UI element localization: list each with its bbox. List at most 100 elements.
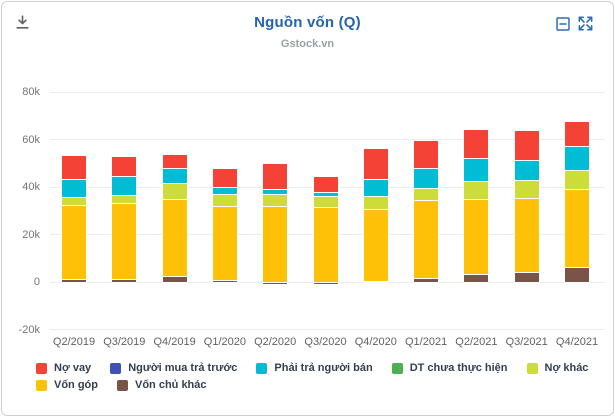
legend-label: Nợ khác — [544, 362, 589, 374]
legend-label: DT chưa thực hiện — [409, 362, 508, 374]
bar-segment[interactable] — [514, 180, 539, 198]
download-button[interactable] — [14, 14, 31, 31]
bar-segment[interactable] — [112, 157, 137, 177]
bar-segment[interactable] — [212, 168, 237, 188]
bar-segment[interactable] — [162, 154, 187, 168]
legend-label: Vốn chủ khác — [135, 379, 207, 391]
bar-segment[interactable] — [313, 192, 338, 197]
bar-segment[interactable] — [514, 197, 539, 273]
bar-segment[interactable] — [414, 141, 439, 168]
bar-segment[interactable] — [363, 178, 388, 197]
collapse-icon — [556, 17, 570, 31]
bar-segment[interactable] — [514, 272, 539, 282]
legend-item-nợ-khác[interactable]: Nợ khác — [526, 362, 589, 374]
legend-swatch — [526, 362, 538, 374]
bar-segment[interactable] — [162, 198, 187, 276]
bar-segment[interactable] — [62, 279, 86, 282]
bar-segment[interactable] — [62, 196, 86, 205]
bar-segment[interactable] — [62, 204, 86, 280]
legend-swatch — [117, 379, 128, 391]
bar-segment[interactable] — [162, 182, 187, 199]
x-tick-label: Q2/2021 — [455, 336, 498, 348]
gridline — [50, 329, 605, 330]
bar-segment[interactable] — [363, 148, 388, 179]
y-tick-label: 80k — [22, 86, 40, 98]
bar-segment[interactable] — [313, 196, 338, 207]
bar-segment[interactable] — [313, 176, 338, 193]
legend-item-người-mua-trả-trước[interactable]: Người mua trả trước — [110, 362, 237, 374]
chart-subtitle: Gstock.vn — [280, 38, 335, 50]
y-tick-label: -20k — [18, 323, 40, 336]
chart-title: Nguồn vốn (Q) — [254, 14, 361, 31]
legend-label: Nợ vay — [54, 362, 92, 374]
x-tick-label: Q4/2019 — [153, 336, 196, 348]
legend-label: Phải trả người bán — [274, 362, 373, 374]
bar-segment[interactable] — [162, 168, 187, 183]
bar-segment[interactable] — [565, 145, 589, 170]
bar-segment[interactable] — [464, 198, 489, 274]
bar-segment[interactable] — [62, 155, 86, 179]
bar-segment[interactable] — [112, 176, 137, 195]
bar-segment[interactable] — [565, 169, 589, 190]
gridline — [50, 91, 605, 93]
legend-item-vốn-góp[interactable]: Vốn góp — [36, 379, 98, 391]
x-tick-label: Q4/2021 — [555, 336, 599, 348]
bar-segment[interactable] — [313, 206, 338, 282]
bar-segment[interactable] — [414, 187, 439, 200]
legend-row: Vốn góp Vốn chủ khác — [36, 379, 608, 391]
bar-segment[interactable] — [112, 194, 137, 203]
download-icon — [16, 15, 29, 29]
legend-swatch — [110, 362, 122, 374]
bar-segment[interactable] — [212, 279, 237, 282]
legend-swatch — [36, 379, 47, 391]
bar-segment[interactable] — [263, 205, 288, 282]
x-tick-label: Q2/2020 — [254, 336, 297, 348]
y-tick-label: 20k — [22, 228, 40, 241]
bar-segment[interactable] — [565, 189, 589, 267]
legend-item-vốn-chủ-khác[interactable]: Vốn chủ khác — [117, 379, 207, 391]
x-tick-label: Q1/2020 — [203, 336, 246, 348]
bar-segment[interactable] — [464, 273, 489, 282]
bar-segment[interactable] — [414, 277, 439, 282]
bar-segment[interactable] — [414, 167, 439, 188]
legend: Nợ vay Người mua trả trước Phải trả người … — [36, 362, 608, 396]
legend-swatch — [36, 362, 47, 374]
bar-segment[interactable] — [212, 193, 237, 206]
bar-segment[interactable] — [464, 181, 489, 199]
x-tick-label: Q2/2019 — [52, 336, 96, 348]
bar-segment[interactable] — [212, 205, 237, 280]
bar-segment[interactable] — [414, 199, 439, 278]
bar-segment[interactable] — [62, 178, 86, 197]
bar-segment[interactable] — [112, 278, 137, 282]
x-tick-label: Q3/2020 — [304, 336, 347, 348]
x-tick-label: Q4/2020 — [354, 336, 397, 348]
bar-segment[interactable] — [263, 188, 288, 194]
bar-segment[interactable] — [363, 281, 388, 283]
bar-segment[interactable] — [263, 282, 288, 285]
bar-segment[interactable] — [464, 158, 489, 182]
y-tick-label: 60k — [22, 133, 40, 146]
x-tick-label: Q3/2019 — [103, 336, 146, 348]
bar-segment[interactable] — [112, 202, 137, 279]
legend-swatch — [391, 362, 403, 374]
bar-segment[interactable] — [464, 129, 489, 159]
bar-segment[interactable] — [565, 266, 589, 282]
legend-row: Nợ vay Người mua trả trước Phải trả người … — [36, 362, 608, 374]
bar-segment[interactable] — [514, 130, 539, 161]
y-tick-label: 0 — [33, 276, 40, 288]
legend-item-nợ-vay[interactable]: Nợ vay — [36, 362, 91, 374]
legend-item-dt-chưa-thực-hiện[interactable]: DT chưa thực hiện — [391, 362, 508, 374]
collapse-button[interactable] — [555, 16, 571, 32]
bar-segment[interactable] — [313, 282, 338, 284]
bar-segment[interactable] — [363, 208, 388, 282]
bar-segment[interactable] — [162, 275, 187, 282]
bar-segment[interactable] — [565, 122, 589, 146]
bar-segment[interactable] — [263, 193, 288, 206]
legend-item-phải-trả-người-bán[interactable]: Phải trả người bán — [256, 362, 373, 374]
bar-segment[interactable] — [514, 160, 539, 181]
bar-segment[interactable] — [363, 196, 388, 209]
expand-button[interactable] — [577, 15, 594, 32]
bar-segment[interactable] — [212, 187, 237, 194]
bar-segment[interactable] — [263, 164, 288, 189]
